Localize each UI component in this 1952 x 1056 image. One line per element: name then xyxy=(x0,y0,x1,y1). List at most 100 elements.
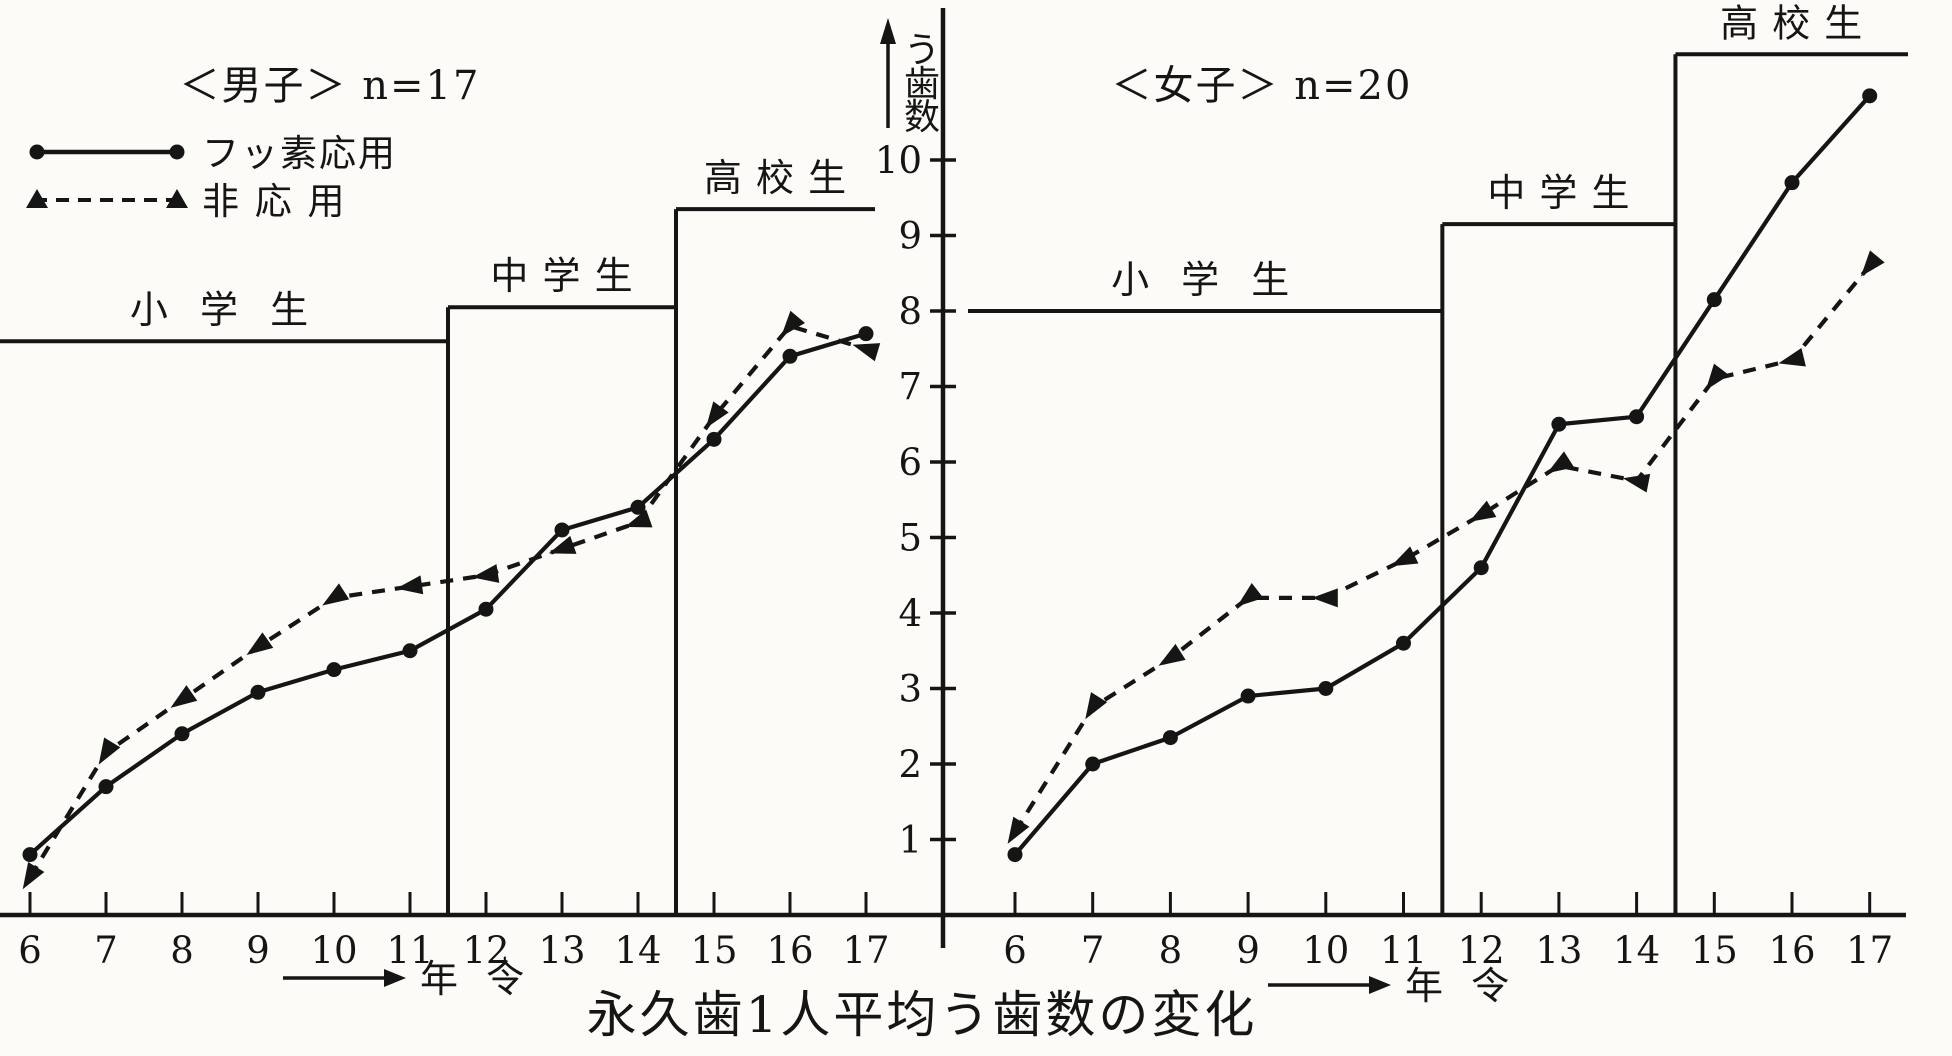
legend-triangle-marker-icon xyxy=(26,189,48,208)
x-tick-label: 11 xyxy=(386,929,433,972)
x-tick-label: 15 xyxy=(1691,929,1738,972)
y-tick-label: 5 xyxy=(898,517,922,560)
right-arrow-head-icon xyxy=(1369,976,1391,994)
x-tick-label: 13 xyxy=(538,929,585,972)
series-fluoride-line xyxy=(22,326,874,863)
x-axis-title: 年 令 xyxy=(1405,964,1517,1008)
data-point-marker-triangle xyxy=(1860,250,1885,277)
x-tick-label: 14 xyxy=(614,929,661,972)
data-point-marker-circle xyxy=(478,601,494,617)
data-point-marker-triangle xyxy=(1311,588,1338,608)
figure-caption: 永久歯1人平均う歯数の変化 xyxy=(587,986,1258,1044)
y-tick-label: 7 xyxy=(898,366,922,409)
x-axis-title: 年 令 xyxy=(420,957,532,1001)
data-point-marker-triangle xyxy=(170,685,198,708)
x-tick-label: 13 xyxy=(1535,929,1582,972)
data-point-marker-triangle xyxy=(246,632,274,655)
data-point-marker-circle xyxy=(782,348,798,364)
right-arrow-head-icon xyxy=(384,969,406,987)
data-point-marker-circle xyxy=(1085,756,1101,772)
data-point-marker-circle xyxy=(1706,292,1722,308)
data-point-marker-circle xyxy=(1862,88,1878,104)
data-point-marker-triangle xyxy=(1390,546,1419,567)
data-point-marker-triangle xyxy=(1622,473,1651,493)
data-point-marker-triangle xyxy=(781,310,805,337)
y-tick-label: 8 xyxy=(898,290,922,333)
x-tick-label: 6 xyxy=(1003,929,1027,972)
data-point-marker-triangle xyxy=(22,862,45,890)
x-tick-label: 10 xyxy=(1302,929,1349,972)
x-tick-label: 15 xyxy=(690,929,737,972)
school-band-label: 高 校 生 xyxy=(1720,1,1863,45)
series-non-application-line xyxy=(1007,250,1885,844)
panel-title-girls: ＜女子＞ n=20 xyxy=(1112,63,1413,109)
data-point-marker-circle xyxy=(1629,409,1645,425)
data-point-marker-triangle xyxy=(322,583,350,606)
data-point-marker-circle xyxy=(1318,681,1334,696)
series-fluoride-line xyxy=(1007,88,1878,863)
y-axis-title-char: う xyxy=(904,30,940,71)
y-axis-title-char: 歯 xyxy=(904,64,940,105)
data-point-marker-triangle xyxy=(852,343,881,362)
data-point-marker-circle xyxy=(1007,847,1023,863)
data-point-marker-circle xyxy=(858,326,874,342)
panel-title-boys: ＜男子＞ n=17 xyxy=(180,63,481,109)
data-point-marker-circle xyxy=(98,779,114,795)
legend-label-control: 非 応 用 xyxy=(202,180,347,223)
school-band: 中 学 生 xyxy=(446,254,676,915)
y-axis-title-char: 数 xyxy=(904,97,940,138)
x-tick-label: 12 xyxy=(462,929,509,972)
chart-panel-boys: 6 7 8 9 10 11 12 13 14 15 16 17 小 学 生 中 学 生 高 校 生 xyxy=(0,156,890,972)
x-tick-label: 8 xyxy=(1159,929,1183,972)
series-path xyxy=(28,331,867,857)
data-point-marker-triangle xyxy=(1547,451,1575,474)
data-point-marker-triangle xyxy=(472,564,500,583)
data-point-marker-circle xyxy=(630,499,646,515)
data-point-marker-triangle xyxy=(1007,816,1030,844)
data-point-marker-triangle xyxy=(1158,643,1186,666)
data-point-marker-circle xyxy=(174,726,190,742)
y-tick-label: 9 xyxy=(898,215,922,258)
y-tick-label: 6 xyxy=(898,441,922,484)
y-tick-label: 4 xyxy=(898,592,922,635)
series-non-application-line xyxy=(22,310,881,890)
data-point-marker-circle xyxy=(1473,560,1489,576)
series-path xyxy=(28,324,867,879)
school-band: 小 学 生 xyxy=(968,258,1443,313)
y-tick-label: 1 xyxy=(898,819,922,862)
y-tick-label: 3 xyxy=(898,668,922,711)
school-band: 小 学 生 xyxy=(0,288,448,344)
data-point-marker-triangle xyxy=(705,401,729,429)
data-point-marker-triangle xyxy=(1237,583,1264,607)
data-point-marker-circle xyxy=(1240,688,1256,704)
data-point-marker-circle xyxy=(554,522,570,538)
chart-panel-girls: 6 7 8 9 10 11 12 13 14 15 16 17 小 学 生 中 学 生 高 校 生 xyxy=(968,1,1908,972)
x-tick-label: 11 xyxy=(1380,929,1427,972)
x-tick-label: 7 xyxy=(94,929,118,972)
school-band: 中 学 生 xyxy=(1440,171,1676,915)
legend-circle-marker-icon xyxy=(29,144,45,160)
x-tick-label: 14 xyxy=(1613,929,1660,972)
x-axis-title-girls: 年 令 xyxy=(1268,964,1517,1008)
data-point-marker-triangle xyxy=(1085,692,1108,720)
x-tick-label: 9 xyxy=(246,929,270,972)
legend: フッ素応用 非 応 用 xyxy=(26,132,395,223)
data-point-marker-circle xyxy=(250,684,266,700)
school-band-label: 中 学 生 xyxy=(490,254,633,298)
y-tick-label: 10 xyxy=(875,139,922,182)
school-band-label: 小 学 生 xyxy=(130,288,318,332)
school-band-label: 高 校 生 xyxy=(704,156,847,200)
x-axis-title-boys: 年 令 xyxy=(283,957,532,1001)
y-axis-title: う 歯 数 xyxy=(880,18,940,138)
x-tick-label: 7 xyxy=(1081,929,1105,972)
y-tick-label: 2 xyxy=(898,743,922,786)
data-point-marker-triangle xyxy=(396,575,424,595)
data-point-marker-circle xyxy=(1784,175,1800,191)
school-band: 高 校 生 xyxy=(1673,1,1908,915)
data-point-marker-circle xyxy=(1396,635,1411,651)
data-point-marker-triangle xyxy=(1469,500,1497,522)
x-tick-label: 8 xyxy=(170,929,194,972)
